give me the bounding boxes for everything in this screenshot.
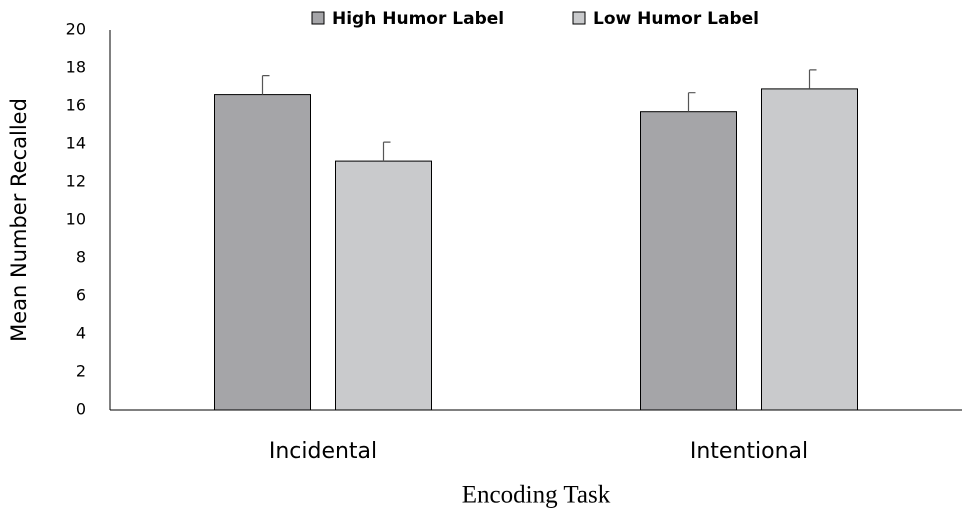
y-tick-label: 4 <box>76 324 86 343</box>
y-tick-label: 6 <box>76 286 86 305</box>
y-tick-label: 8 <box>76 248 86 267</box>
error-bar <box>808 69 817 89</box>
y-tick-label: 10 <box>66 210 86 229</box>
x-axis-label: Encoding Task <box>462 482 611 509</box>
y-tick-label: 16 <box>66 96 86 115</box>
legend-swatch <box>572 11 586 25</box>
bar <box>761 88 858 411</box>
y-tick-label: 18 <box>66 58 86 77</box>
x-tick-label: Incidental <box>269 439 377 464</box>
y-tick-label: 14 <box>66 134 86 153</box>
bar <box>335 160 432 411</box>
error-bar <box>261 75 270 95</box>
x-tick-label: Intentional <box>690 439 808 464</box>
error-bar <box>687 92 696 112</box>
y-tick-label: 20 <box>66 20 86 39</box>
y-tick-label: 2 <box>76 362 86 381</box>
legend-label: Low Humor Label <box>593 9 759 29</box>
legend-label: High Humor Label <box>332 9 504 29</box>
y-axis-label: Mean Number Recalled <box>7 98 31 342</box>
legend-swatch <box>311 11 325 25</box>
bar <box>214 94 311 411</box>
y-tick-label: 0 <box>76 400 86 419</box>
y-tick-label: 12 <box>66 172 86 191</box>
error-bar <box>382 141 391 162</box>
bar <box>640 111 737 411</box>
